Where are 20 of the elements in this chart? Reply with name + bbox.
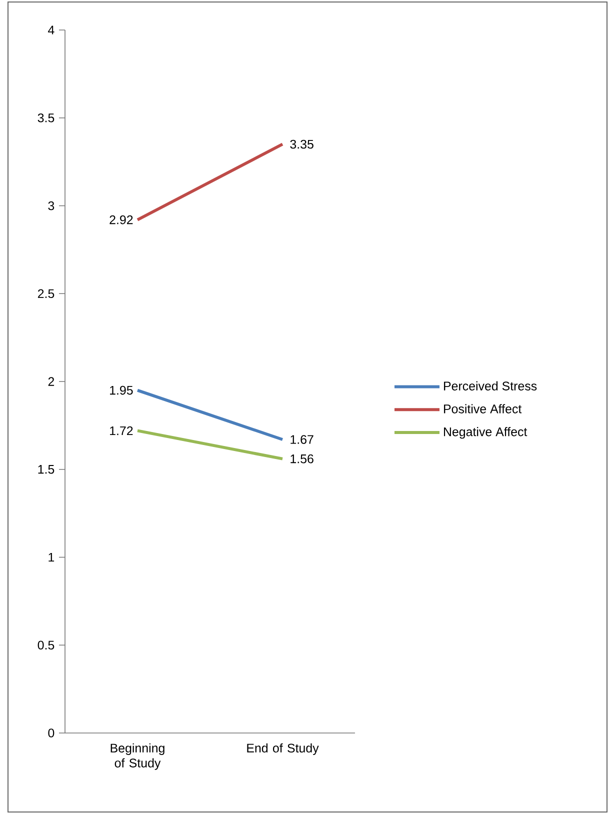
data-label: 1.56 xyxy=(290,454,314,464)
y-tick-label: 1 xyxy=(48,552,54,562)
data-label: 2.92 xyxy=(110,215,133,224)
x-tick-label: Beginning of Study xyxy=(110,743,164,770)
legend-label: Positive Affect xyxy=(444,404,522,414)
data-label: 1.67 xyxy=(290,435,314,444)
data-label: 1.95 xyxy=(110,386,133,395)
y-tick-label: 3 xyxy=(48,201,54,210)
y-tick-label: 2 xyxy=(48,377,54,386)
y-tick-label: 1.5 xyxy=(38,465,54,474)
y-tick-label: 4 xyxy=(48,26,54,34)
y-tick-label: 0.5 xyxy=(38,640,54,650)
y-tick-label: 0 xyxy=(48,728,54,738)
legend-label: Negative Affect xyxy=(444,427,528,439)
data-label: 3.35 xyxy=(290,140,314,149)
legend-label: Perceived Stress xyxy=(444,381,537,390)
y-tick-label: 2.5 xyxy=(38,289,54,298)
y-tick-label: 3.5 xyxy=(38,113,54,122)
x-tick-label: End of Study xyxy=(247,743,319,755)
data-label: 1.72 xyxy=(110,426,133,436)
